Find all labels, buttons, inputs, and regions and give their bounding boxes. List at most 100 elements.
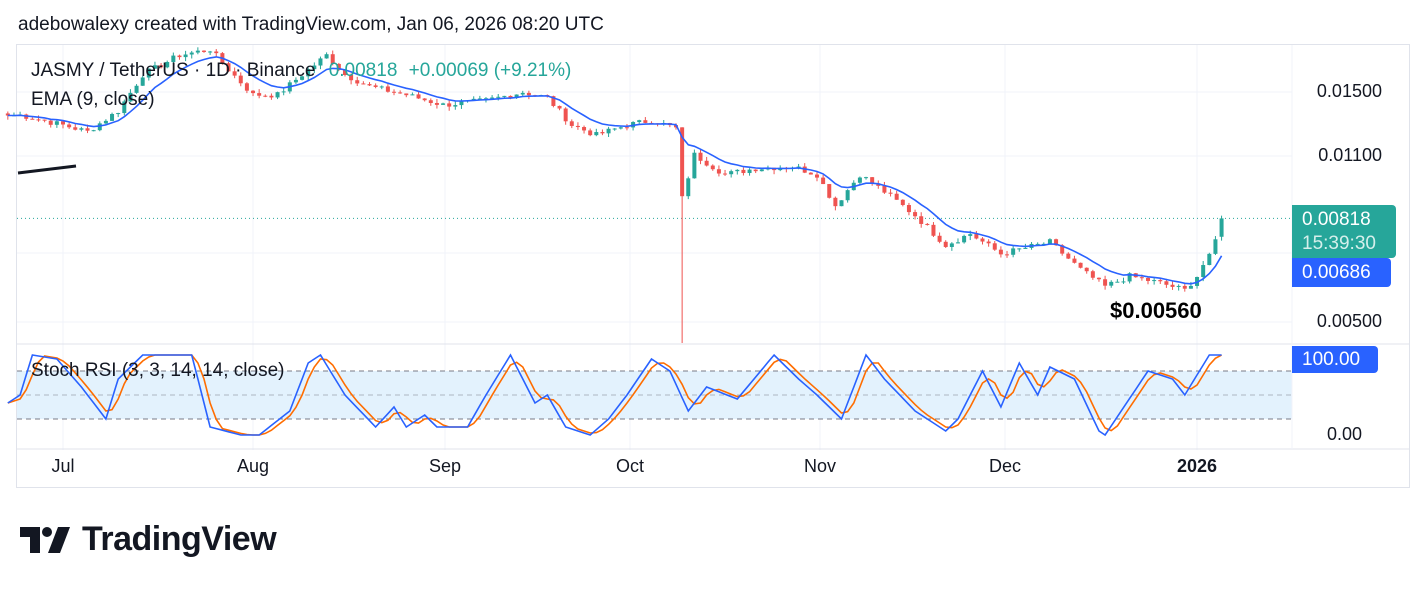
candle-body <box>232 71 237 76</box>
candle-body <box>97 123 102 131</box>
candle-body <box>1096 277 1101 280</box>
candle-body <box>1011 248 1016 255</box>
candle-body <box>747 169 752 174</box>
last-price-tag-value: 0.00818 <box>1302 209 1371 230</box>
price-tick: 0.01500 <box>1316 81 1382 101</box>
candle-body <box>919 216 924 224</box>
candle-body <box>404 93 409 96</box>
time-tick: Sep <box>428 456 462 476</box>
candle-body <box>300 76 305 80</box>
price-tick: 0.00500 <box>1316 311 1382 331</box>
candle-body <box>244 83 249 91</box>
candle-body <box>594 132 599 136</box>
candle-body <box>900 199 905 206</box>
candle-body <box>557 105 562 109</box>
candle-body <box>827 184 832 198</box>
candle-body <box>1164 281 1169 285</box>
candle-body <box>1188 285 1193 289</box>
candle-body <box>324 54 329 59</box>
candle-body <box>1127 273 1132 282</box>
candle-body <box>496 96 501 98</box>
candle-body <box>171 55 176 63</box>
candle-body <box>5 113 10 116</box>
candle-body <box>1090 271 1095 278</box>
candle-body <box>471 98 476 101</box>
trend-line-drawing <box>17 164 77 175</box>
candle-body <box>600 132 605 134</box>
candle-body <box>949 243 954 247</box>
candle-body <box>1219 218 1224 237</box>
brand-name: TradingView <box>82 520 277 558</box>
candle-body <box>189 52 194 55</box>
stoch-tick: 0.00 <box>1326 424 1362 444</box>
candle-body <box>808 172 813 175</box>
candle-body <box>306 69 311 77</box>
candle-body <box>392 91 397 93</box>
candle-body <box>514 94 519 98</box>
candle-body <box>483 98 488 100</box>
candle-body <box>1213 239 1218 254</box>
candle-body <box>398 92 403 94</box>
candle-body <box>477 98 482 100</box>
candle-body <box>526 92 531 96</box>
price-tick: 0.01100 <box>1318 145 1382 165</box>
candle-body <box>925 223 930 225</box>
candle-body <box>355 80 360 84</box>
candle-body <box>361 83 366 85</box>
candle-body <box>741 169 746 174</box>
candle-body <box>582 127 587 131</box>
stoch-legend[interactable]: Stoch RSI (3, 3, 14, 14, close) <box>31 360 285 381</box>
candle-body <box>54 121 59 125</box>
candle-body <box>974 234 979 239</box>
candle-body <box>508 95 513 98</box>
candle-body <box>575 125 580 128</box>
candle-body <box>986 241 991 244</box>
candle-body <box>968 234 973 236</box>
ema-line <box>7 56 1223 285</box>
candle-body <box>1176 285 1181 287</box>
time-tick: Aug <box>236 456 270 476</box>
candle-body <box>894 193 899 200</box>
candle-body <box>882 185 887 193</box>
candle-body <box>870 177 875 184</box>
candle-body <box>698 152 703 161</box>
ema-legend[interactable]: EMA (9, close) <box>31 89 155 110</box>
time-tick: Dec <box>988 456 1022 476</box>
candle-body <box>931 224 936 236</box>
candle-body <box>1182 285 1187 289</box>
candle-body <box>269 95 274 98</box>
candle-body <box>502 95 507 97</box>
candle-body <box>845 190 850 201</box>
candle-body <box>281 91 286 93</box>
candle-body <box>753 169 758 172</box>
candle-body <box>906 205 911 213</box>
candle-body <box>1060 245 1065 254</box>
candle-body <box>342 69 347 75</box>
candle-body <box>637 120 642 123</box>
candle-body <box>410 94 415 96</box>
candle-body <box>814 174 819 178</box>
candle-body <box>606 128 611 134</box>
candle-body <box>1103 279 1108 286</box>
chart-frame <box>16 44 1410 488</box>
candle-body <box>263 95 268 97</box>
candle-body <box>177 55 182 58</box>
candle-body <box>48 120 53 125</box>
candle-body <box>73 127 78 130</box>
candle-body <box>1146 277 1151 281</box>
candle-body <box>293 79 298 83</box>
candle-body <box>159 65 164 68</box>
candle-body <box>563 108 568 122</box>
stoch-k-line <box>7 353 1222 437</box>
candle-body <box>1115 281 1120 283</box>
candle-body <box>128 92 133 102</box>
candle-body <box>422 98 427 101</box>
candle-body <box>1201 265 1206 277</box>
time-tick: 2026 <box>1176 456 1218 476</box>
candle-body <box>434 103 439 105</box>
candle-body <box>1054 239 1059 246</box>
candle-body <box>955 242 960 244</box>
tradingview-logo[interactable]: TradingView <box>20 520 277 559</box>
candle-body <box>208 51 213 53</box>
